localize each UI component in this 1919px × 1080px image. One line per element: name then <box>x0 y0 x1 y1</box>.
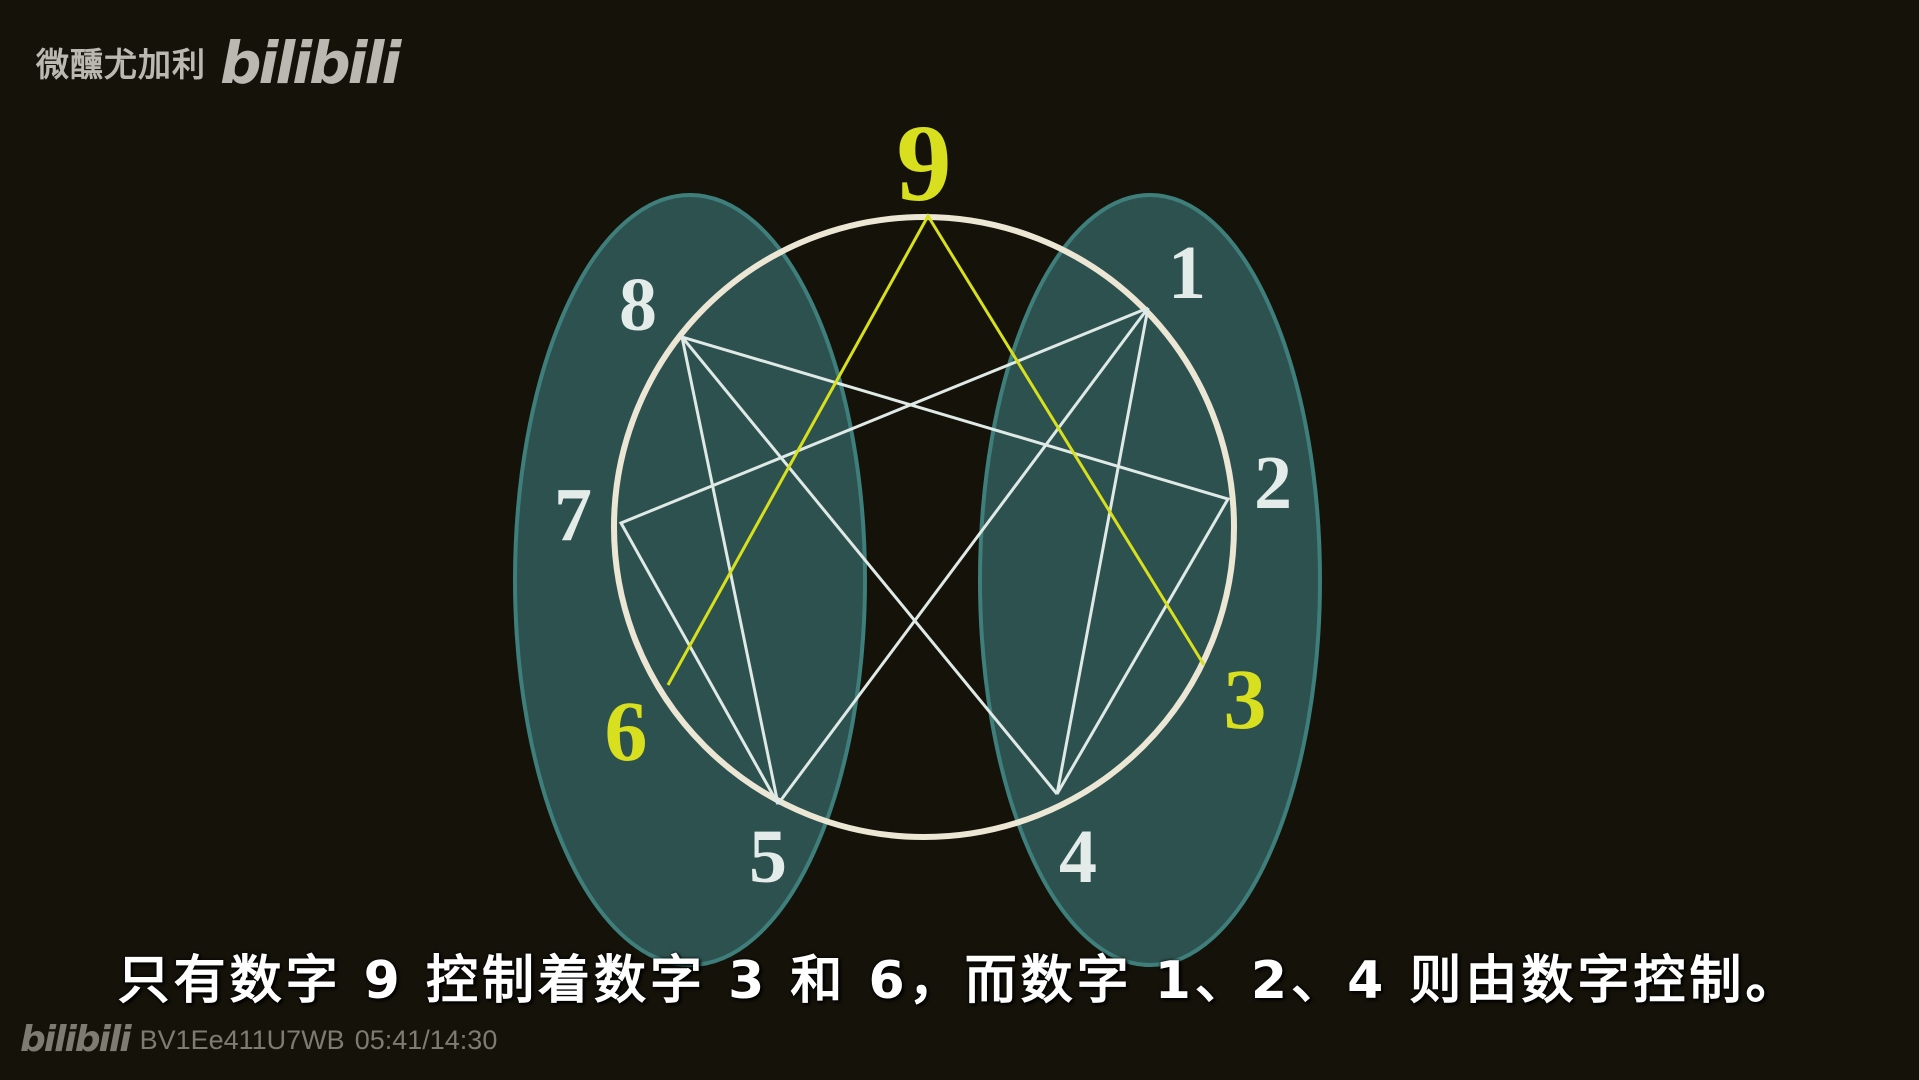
playback-time: 05:41/14:30 <box>354 1025 498 1055</box>
bilibili-logo: bilibili <box>220 29 401 97</box>
bottom-watermark: bilibili BV1Ee411U7WB 05:41/14:30 <box>20 1022 497 1058</box>
cross-line-1 <box>680 336 1059 795</box>
label-6: 6 <box>605 683 648 779</box>
label-1: 1 <box>1168 231 1206 315</box>
left-group-ellipse <box>513 193 867 967</box>
label-4: 4 <box>1059 815 1097 899</box>
uploader-name: 微醺尤加利 <box>36 45 206 84</box>
triangle-9-3-6 <box>666 213 1206 686</box>
label-7: 7 <box>554 473 592 557</box>
top-watermark: 微醺尤加利 bilibili <box>36 29 401 97</box>
subtitle-caption: 只有数字 9 控制着数字 3 和 6，而数字 1、2、4 则由数字控制。 <box>117 951 1802 1011</box>
label-2: 2 <box>1254 441 1292 525</box>
label-9: 9 <box>897 102 952 224</box>
cross-line-2 <box>776 307 1150 805</box>
label-8: 8 <box>619 263 657 347</box>
label-5: 5 <box>749 815 787 899</box>
bilibili-logo-small: bilibili <box>20 1019 132 1060</box>
label-3: 3 <box>1224 651 1267 747</box>
enneagram-circle <box>611 214 1237 840</box>
video-id: BV1Ee411U7WB <box>139 1025 345 1055</box>
